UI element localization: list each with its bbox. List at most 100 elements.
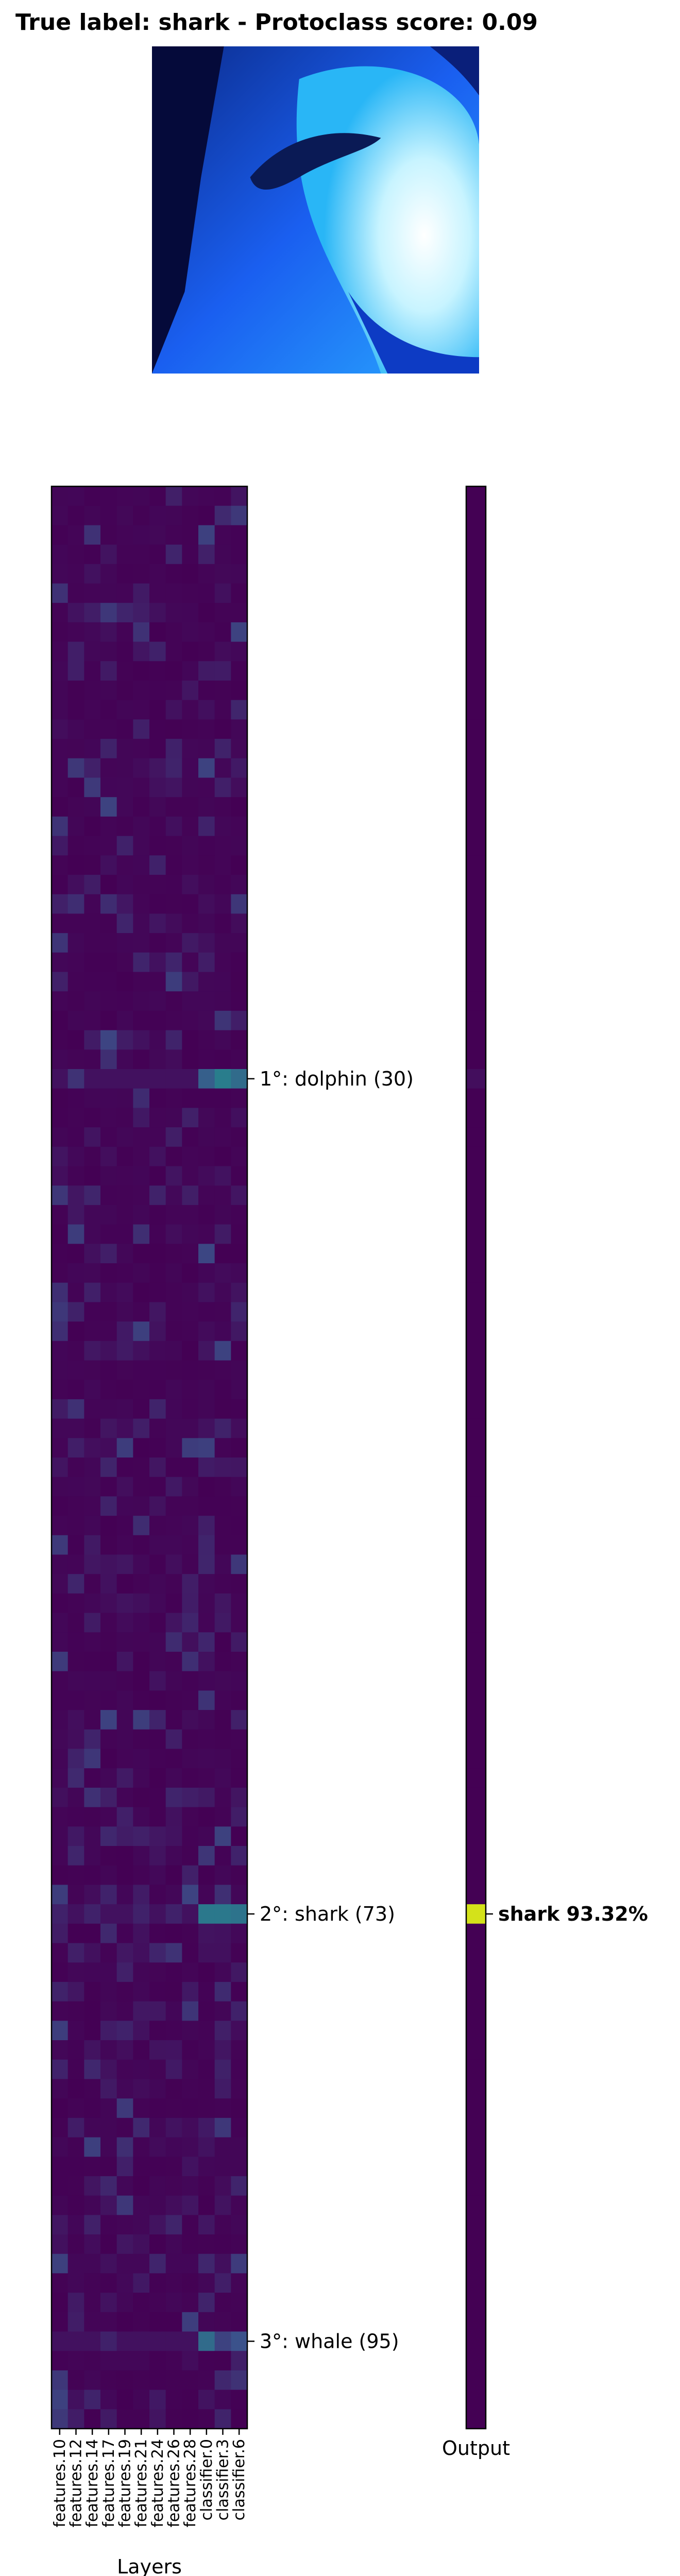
- heatmap-cell: [198, 1749, 215, 1769]
- heatmap-cell: [214, 2312, 231, 2332]
- heatmap-cell: [84, 681, 101, 701]
- heatmap-cell: [165, 525, 182, 545]
- heatmap-cell: [84, 1399, 101, 1419]
- heatmap-cell: [231, 2001, 248, 2021]
- heatmap-cell: [84, 933, 101, 953]
- output-cell: [466, 836, 486, 856]
- heatmap-cell: [133, 777, 150, 798]
- heatmap-cell: [198, 1923, 215, 1944]
- heatmap-cell: [214, 1749, 231, 1769]
- output-cell: [466, 1418, 486, 1438]
- heatmap-cell: [165, 583, 182, 603]
- heatmap-cell: [100, 1146, 117, 1167]
- heatmap-cell: [84, 1749, 101, 1769]
- heatmap-cell: [165, 1224, 182, 1244]
- heatmap-cell: [165, 875, 182, 895]
- heatmap-cell: [52, 1826, 69, 1846]
- heatmap-cell: [84, 1710, 101, 1730]
- heatmap-cell: [116, 1593, 133, 1614]
- heatmap-cell: [231, 875, 248, 895]
- heatmap-cell: [149, 1690, 166, 1710]
- heatmap-cell: [198, 1943, 215, 1963]
- heatmap-cell: [52, 2098, 69, 2119]
- heatmap-cell: [52, 1341, 69, 1361]
- heatmap-cell: [214, 972, 231, 992]
- heatmap-cell: [84, 1341, 101, 1361]
- heatmap-cell: [182, 836, 199, 856]
- heatmap-cell: [100, 1282, 117, 1302]
- heatmap-cell: [67, 1943, 84, 1963]
- output-cell: [466, 1613, 486, 1633]
- heatmap-cell: [52, 564, 69, 584]
- heatmap-cell: [52, 894, 69, 914]
- output-cell: [466, 2157, 486, 2177]
- heatmap-cell: [198, 1399, 215, 1419]
- heatmap-cell: [198, 1185, 215, 1206]
- heatmap-cell: [133, 2389, 150, 2410]
- heatmap-cell: [198, 603, 215, 623]
- heatmap-cell: [84, 991, 101, 1011]
- output-cell: [466, 1846, 486, 1866]
- heatmap-cell: [100, 816, 117, 837]
- heatmap-cell: [165, 2215, 182, 2235]
- heatmap-cell: [67, 1768, 84, 1788]
- output-cell: [466, 1535, 486, 1555]
- layer-tick-label: features.28: [181, 2439, 199, 2528]
- heatmap-cell: [149, 1749, 166, 1769]
- heatmap-cell: [214, 2370, 231, 2391]
- heatmap-cell: [52, 1671, 69, 1691]
- heatmap-cell: [100, 1671, 117, 1691]
- heatmap-cell: [133, 2059, 150, 2079]
- heatmap-cell: [149, 2137, 166, 2157]
- heatmap-cell: [52, 583, 69, 603]
- heatmap-cell: [149, 583, 166, 603]
- heatmap-cell: [198, 1010, 215, 1031]
- heatmap-cell: [84, 875, 101, 895]
- heatmap-cell: [67, 2253, 84, 2274]
- heatmap-cell: [67, 2040, 84, 2060]
- heatmap-cell: [182, 2137, 199, 2157]
- heatmap-cell: [165, 836, 182, 856]
- heatmap-cell: [149, 1224, 166, 1244]
- heatmap-cell: [116, 1244, 133, 1264]
- output-cell: [466, 2117, 486, 2138]
- heatmap-cell: [182, 739, 199, 759]
- heatmap-cell: [149, 2409, 166, 2429]
- heatmap-cell: [182, 1069, 199, 1089]
- heatmap-cell: [198, 1458, 215, 1478]
- heatmap-cell: [116, 758, 133, 778]
- heatmap-cell: [100, 913, 117, 934]
- heatmap-cell: [165, 1943, 182, 1963]
- output-frame: [465, 485, 487, 2430]
- heatmap-cell: [100, 545, 117, 565]
- heatmap-cell: [214, 1787, 231, 1808]
- heatmap-cell: [182, 1380, 199, 1400]
- heatmap-cell: [149, 1768, 166, 1788]
- output-cell: [466, 972, 486, 992]
- heatmap-cell: [149, 777, 166, 798]
- layer-tick-label: features.12: [67, 2439, 86, 2528]
- heatmap-cell: [149, 991, 166, 1011]
- heatmap-cell: [52, 2117, 69, 2138]
- heatmap-cell: [149, 622, 166, 642]
- heatmap-cell: [67, 2370, 84, 2391]
- heatmap-cell: [67, 1554, 84, 1574]
- heatmap-cell: [198, 1865, 215, 1885]
- heatmap-cell: [133, 1263, 150, 1283]
- heatmap-cell: [231, 1710, 248, 1730]
- output-cell: [466, 894, 486, 914]
- heatmap-cell: [165, 1458, 182, 1478]
- heatmap-cell: [182, 583, 199, 603]
- heatmap-cell: [116, 1282, 133, 1302]
- output-cell: [466, 1477, 486, 1497]
- heatmap-cell: [100, 2195, 117, 2215]
- heatmap-cell: [100, 1613, 117, 1633]
- output-cell: [466, 933, 486, 953]
- output-cell: [466, 1380, 486, 1400]
- heatmap-cell: [231, 2253, 248, 2274]
- heatmap-cell: [182, 700, 199, 720]
- heatmap-cell: [214, 816, 231, 837]
- heatmap-cell: [214, 545, 231, 565]
- heatmap-cell: [133, 564, 150, 584]
- heatmap-cell: [214, 2253, 231, 2274]
